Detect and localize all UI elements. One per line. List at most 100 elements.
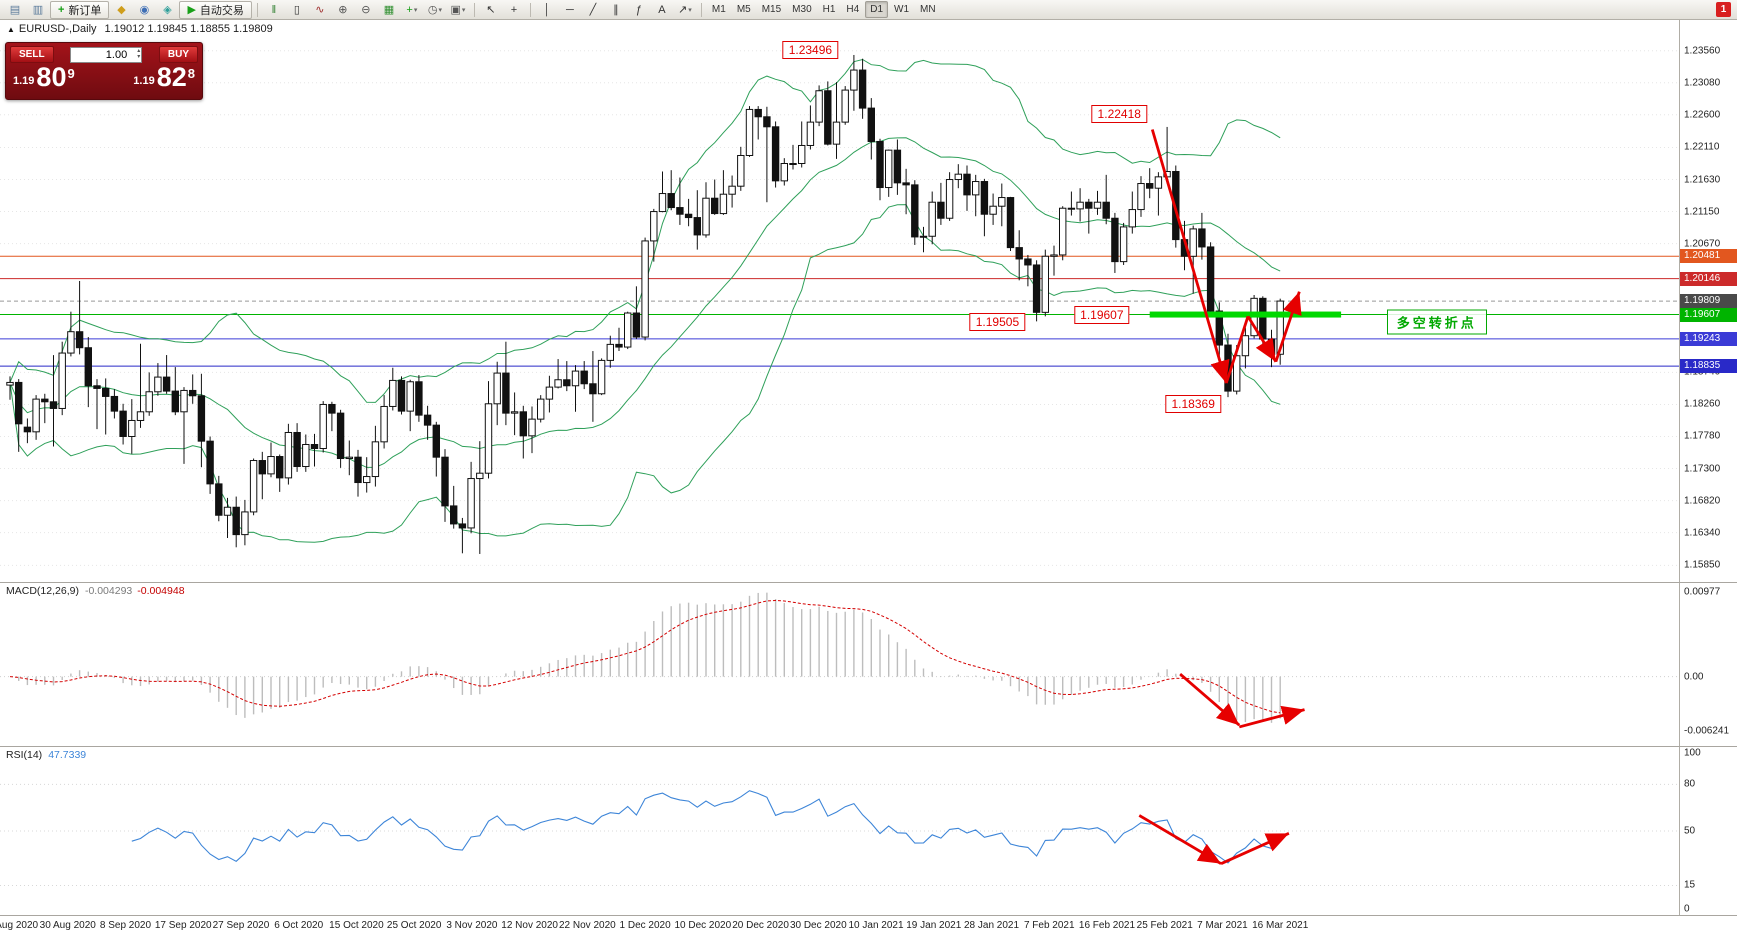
candle [215, 483, 223, 516]
price-annotation-label[interactable]: 1.22418 [1091, 105, 1147, 124]
trend-arrow[interactable] [1238, 705, 1305, 729]
rsi-canvas[interactable] [0, 747, 1679, 915]
ohlc-bars-icon[interactable]: ‖ [263, 1, 285, 19]
timeframe-m30-button[interactable]: M30 [792, 4, 812, 15]
trend-arrow[interactable] [1224, 315, 1250, 384]
buy-button[interactable]: BUY [158, 46, 198, 63]
rsi-line [131, 790, 1281, 864]
date-label: 25 Feb 2021 [1136, 920, 1193, 931]
one-click-collapse-icon[interactable]: ▲ [7, 25, 15, 34]
rsi-indicator-panel[interactable]: 100 80 50 15 0 RSI(14) 47.7339 [0, 747, 1737, 915]
trend-arrow[interactable] [1150, 129, 1230, 384]
candle [658, 193, 667, 213]
add-indicator-icon[interactable]: + ▾ [401, 1, 423, 19]
timeframe-m15-button[interactable]: M15 [761, 4, 782, 15]
volume-input[interactable]: 1.00 ▴ ▾ [70, 46, 143, 63]
sell-button[interactable]: SELL [10, 46, 54, 63]
market-watch-icon[interactable]: ◉ [133, 1, 155, 19]
timeframe-w1-button[interactable]: W1 [894, 4, 910, 15]
new-chart-icon[interactable]: ▤ [4, 1, 26, 19]
candle [876, 140, 884, 189]
toolbar-separator [700, 2, 702, 17]
candle [711, 197, 719, 215]
auto-trading-button[interactable]: ▶ 自动交易 [179, 0, 252, 19]
crosshair-icon-glyph: + [510, 3, 518, 16]
chart-profiles-icon[interactable]: ▥ [27, 1, 49, 19]
trend-arrow[interactable] [1220, 832, 1290, 865]
macd-canvas[interactable] [0, 583, 1679, 746]
trend-arrow[interactable] [1274, 291, 1302, 363]
zoom-in-icon[interactable]: ⊕ [332, 1, 354, 19]
candlestick-chart-icon[interactable]: ▯ [286, 1, 308, 19]
timeframe-m1-button[interactable]: M1 [711, 4, 726, 15]
new-order-button[interactable]: + 新订单 [50, 0, 110, 19]
timeframe-d1-button[interactable]: D1 [865, 1, 889, 18]
candle [23, 426, 32, 433]
timeframe-h4-button[interactable]: H4 [846, 4, 860, 15]
vertical-line-icon[interactable]: │ [536, 1, 558, 19]
candle [258, 460, 267, 475]
candle [1259, 297, 1267, 340]
price-axis[interactable]: 1.23560 1.23080 1.22600 1.22110 1.21630 1.211… [1679, 20, 1737, 582]
trend-arrow[interactable] [1179, 672, 1241, 727]
line-chart-icon[interactable]: ∿ [309, 1, 331, 19]
candle [119, 410, 127, 437]
candle [1067, 207, 1076, 210]
periods-icon-glyph: ◷ [427, 4, 438, 16]
panel-divider[interactable] [0, 746, 1737, 747]
periods-icon[interactable]: ◷ ▾ [424, 1, 446, 19]
zoom-out-icon[interactable]: ⊖ [355, 1, 377, 19]
candle [354, 456, 362, 484]
candle [1024, 258, 1032, 266]
timeframe-m5-button[interactable]: M5 [736, 4, 751, 15]
price-annotation-label[interactable]: 1.18369 [1165, 394, 1221, 413]
timeframe-h1-button[interactable]: H1 [822, 4, 836, 15]
price-chart-canvas[interactable] [0, 20, 1679, 582]
candle [537, 398, 545, 420]
candle [458, 523, 467, 529]
trendline-icon[interactable]: ╱ [582, 1, 604, 19]
price-annotation-label[interactable]: 1.23496 [782, 41, 839, 60]
macd-indicator-panel[interactable]: 0.00977 0.00 -0.006241 MACD(12,26,9) -0.004… [0, 583, 1737, 746]
candle [771, 126, 780, 182]
price-annotation-label[interactable]: 1.19607 [1074, 306, 1130, 325]
sell-price[interactable]: 1.19 80 9 [13, 64, 75, 91]
trend-arrow[interactable] [1246, 315, 1278, 363]
templates-icon[interactable]: ▣ ▾ [447, 1, 469, 19]
buy-price[interactable]: 1.19 82 8 [133, 64, 195, 91]
volume-up-icon[interactable]: ▴ [137, 47, 141, 54]
price-chart-panel[interactable]: 1.23496 1.22418 1.19505 1.19607 1.18369 多空转折点… [0, 20, 1737, 582]
horizontal-line-icon[interactable]: ─ [559, 1, 581, 19]
chart-title: ▲ EURUSD-,Daily 1.19012 1.19845 1.18855 1.… [7, 23, 273, 35]
channel-icon[interactable]: ∥ [605, 1, 627, 19]
data-window-icon[interactable]: ◈ [156, 1, 178, 19]
indicators-icon[interactable]: ▦ [378, 1, 400, 19]
fibonacci-icon[interactable]: ƒ [628, 1, 650, 19]
panel-divider[interactable] [0, 582, 1737, 583]
volume-down-icon[interactable]: ▾ [137, 53, 141, 60]
notification-badge[interactable]: 1 [1716, 2, 1731, 17]
candle [737, 154, 745, 187]
key-level-zone[interactable] [1149, 311, 1342, 318]
date-label: 15 Oct 2020 [329, 920, 384, 931]
cursor-icon[interactable]: ↖ [480, 1, 502, 19]
candle [67, 331, 75, 354]
indicator-list-icon[interactable]: ◆ [110, 1, 132, 19]
timeframe-mn-button[interactable]: MN [920, 4, 936, 15]
candle [241, 511, 249, 536]
price-annotation-label[interactable]: 1.19505 [969, 312, 1026, 331]
rsi-axis[interactable]: 100 80 50 15 0 [1679, 747, 1737, 915]
crosshair-icon[interactable]: + [503, 1, 525, 19]
candle [1032, 264, 1041, 313]
templates-icon-glyph: ▣ [450, 4, 461, 16]
text-label-icon[interactable]: A [651, 1, 673, 19]
macd-axis[interactable]: 0.00977 0.00 -0.006241 [1679, 583, 1737, 746]
note-annotation[interactable]: 多空转折点 [1386, 309, 1487, 335]
trend-arrow[interactable] [1138, 814, 1222, 865]
candle [371, 441, 380, 478]
candle [49, 401, 58, 409]
arrows-tool-icon[interactable]: ↗ ▾ [674, 1, 696, 19]
cursor-icon-glyph: ↖ [486, 4, 496, 16]
